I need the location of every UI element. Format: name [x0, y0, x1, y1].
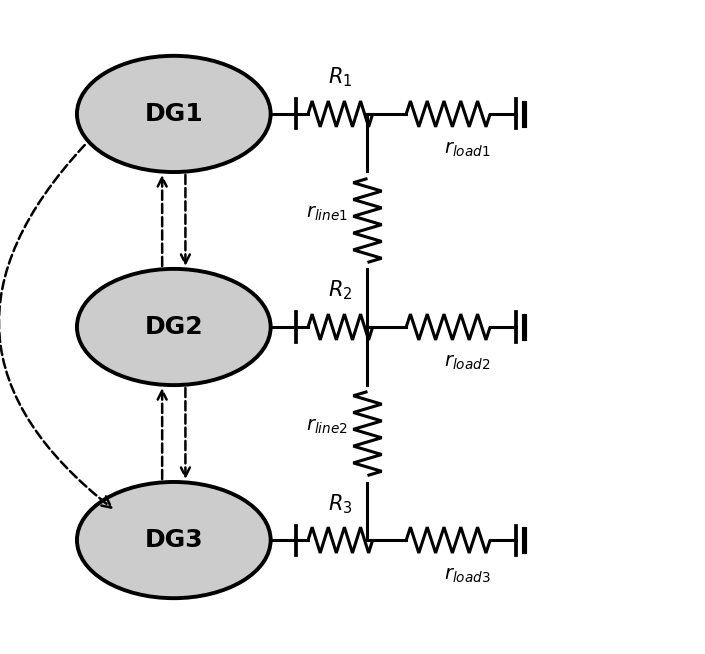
Text: $R_3$: $R_3$: [328, 492, 352, 515]
Text: $r_{line1}$: $r_{line1}$: [306, 205, 348, 223]
Ellipse shape: [77, 269, 271, 385]
Text: $r_{load3}$: $r_{load3}$: [444, 567, 491, 585]
Text: DG1: DG1: [145, 102, 203, 126]
Text: $r_{load2}$: $r_{load2}$: [444, 354, 491, 372]
Text: $R_2$: $R_2$: [329, 279, 352, 302]
Ellipse shape: [77, 56, 271, 172]
Text: DG3: DG3: [145, 528, 203, 552]
Text: $R_1$: $R_1$: [329, 66, 352, 90]
Ellipse shape: [77, 482, 271, 598]
Text: DG2: DG2: [145, 315, 203, 339]
Text: $r_{load1}$: $r_{load1}$: [444, 141, 491, 160]
Text: $r_{line2}$: $r_{line2}$: [306, 418, 348, 436]
